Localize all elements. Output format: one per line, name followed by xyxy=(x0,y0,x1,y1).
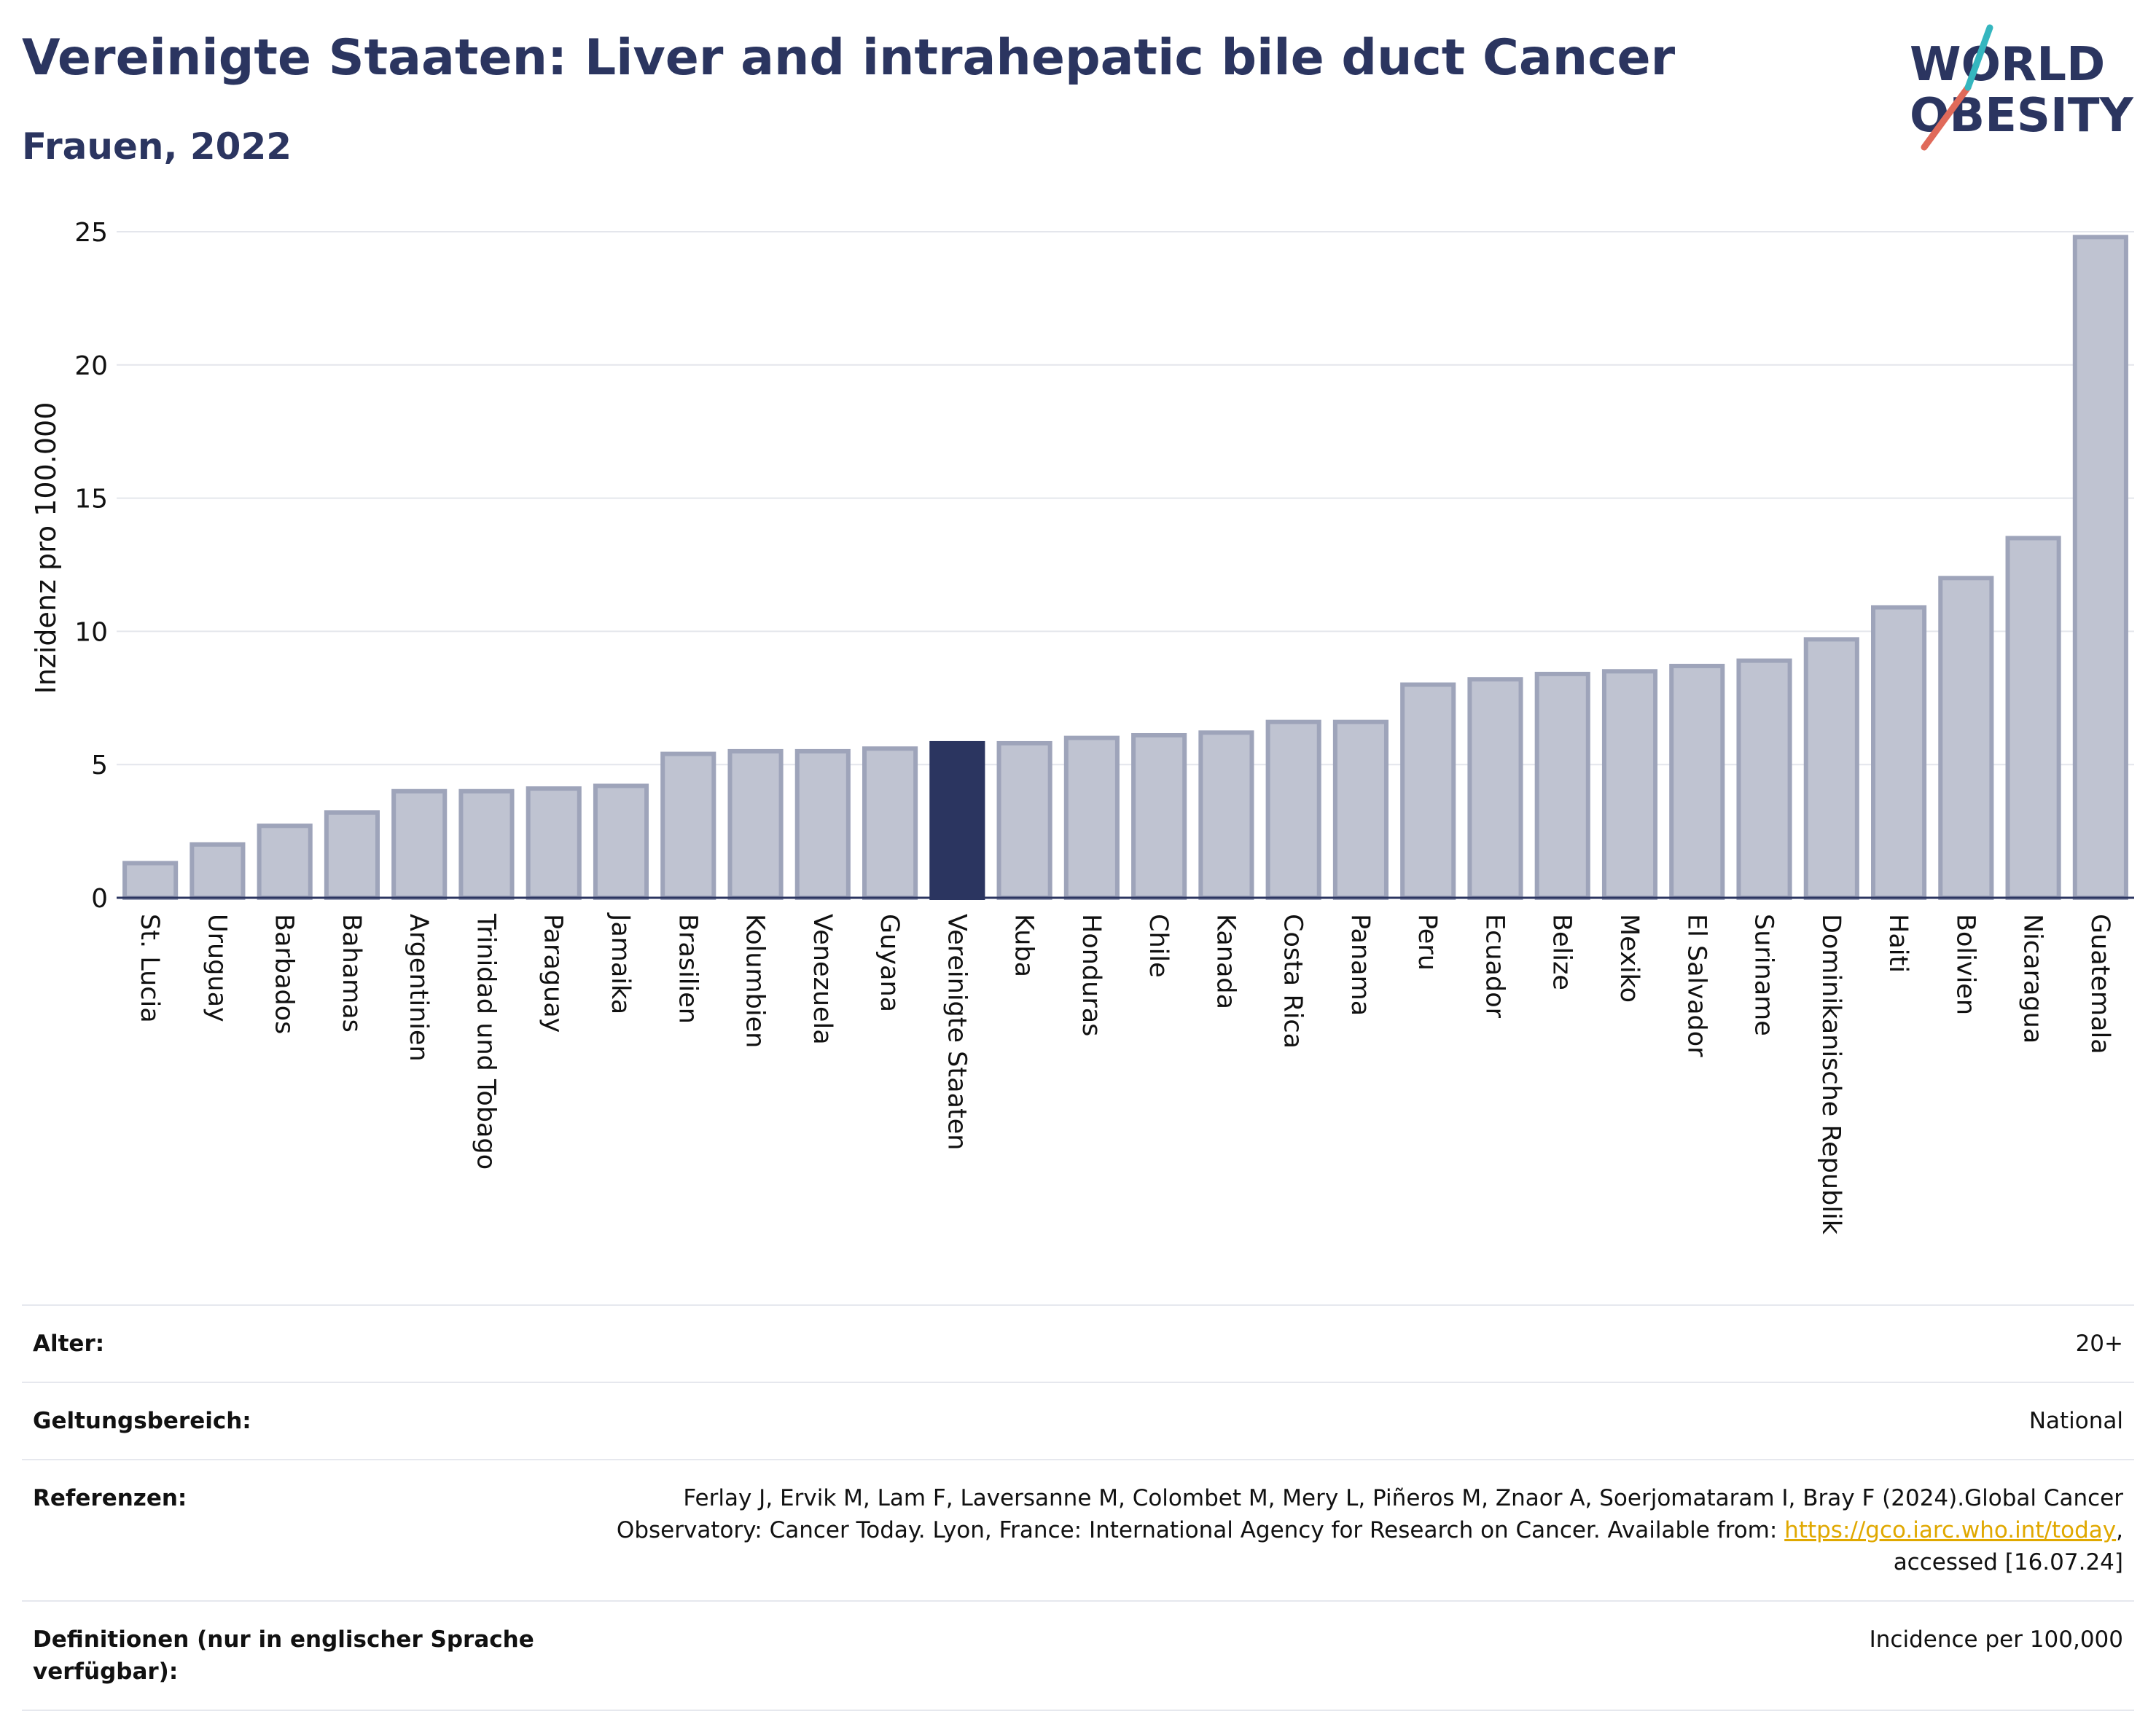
meta-row-definitions: Definitionen (nur in englischer Sprache … xyxy=(22,1600,2134,1711)
x-tick-label: Vereinigte Staaten xyxy=(942,914,971,1150)
x-tick-label: Peru xyxy=(1413,914,1442,971)
svg-text:WORLD: WORLD xyxy=(1910,38,2105,92)
metadata-table: Alter: 20+ Geltungsbereich: National Ref… xyxy=(22,1304,2134,1711)
bar xyxy=(1198,730,1254,900)
x-tick-label: El Salvador xyxy=(1682,914,1711,1057)
x-tick-label: Haiti xyxy=(1883,914,1913,973)
x-tick-label: Guyana xyxy=(875,914,904,1012)
references-label: Referenzen: xyxy=(33,1485,187,1511)
x-axis-labels: St. Lucia Uruguay Barbados Bahamas Argentini… xyxy=(135,912,2114,1235)
x-tick-label: Costa Rica xyxy=(1278,914,1308,1049)
chart-title: Vereinigte Staaten: Liver and intrahepat… xyxy=(22,29,1676,87)
y-tick-label: 15 xyxy=(74,485,108,514)
bar xyxy=(1265,719,1321,900)
bar xyxy=(593,783,649,900)
x-tick-label: Ecuador xyxy=(1480,914,1509,1019)
x-tick-label: Bolivien xyxy=(1950,914,1980,1015)
reference-link[interactable]: https://gco.iarc.who.int/today xyxy=(1784,1517,2117,1543)
x-tick-label: Belize xyxy=(1547,914,1577,990)
bar xyxy=(1669,663,1725,900)
age-label: Alter: xyxy=(33,1331,105,1357)
age-value: 20+ xyxy=(2075,1331,2123,1357)
meta-row-age: Alter: 20+ xyxy=(22,1304,2134,1382)
definitions-value: Incidence per 100,000 xyxy=(1869,1626,2123,1653)
bar xyxy=(1063,735,1120,901)
bar xyxy=(1601,669,1658,900)
chart-subtitle: Frauen, 2022 xyxy=(22,125,292,168)
bar xyxy=(1131,732,1187,901)
meta-row-scope: Geltungsbereich: National xyxy=(22,1382,2134,1459)
bar xyxy=(1803,637,1859,900)
bar xyxy=(391,788,448,901)
scope-value: National xyxy=(2028,1408,2123,1434)
x-tick-label: Venezuela xyxy=(808,914,837,1045)
x-tick-label: Barbados xyxy=(270,914,299,1034)
bar xyxy=(996,740,1052,901)
x-tick-label: Chile xyxy=(1144,914,1173,978)
bar xyxy=(1534,671,1590,900)
reference-text: Ferlay J, Ervik M, Lam F, Laversanne M, … xyxy=(616,1485,2123,1543)
x-tick-label: Nicaragua xyxy=(2018,914,2047,1044)
x-tick-label: Argentinien xyxy=(404,914,433,1062)
x-tick-label: Suriname xyxy=(1749,914,1778,1036)
x-tick-label: Kuba xyxy=(1009,914,1039,977)
y-tick-label: 25 xyxy=(74,218,108,248)
definitions-label: Definitionen (nur in englischer Sprache … xyxy=(33,1626,534,1685)
bar xyxy=(1871,605,1927,900)
bar xyxy=(660,751,716,901)
x-tick-label: Paraguay xyxy=(539,914,568,1033)
x-tick-label: St. Lucia xyxy=(135,914,164,1023)
bar xyxy=(257,823,313,900)
y-axis-label: Inzidenz pro 100.000 xyxy=(30,402,62,694)
x-tick-label: Jamaika xyxy=(606,912,635,1014)
y-tick-label: 0 xyxy=(91,884,108,914)
y-tick-label: 5 xyxy=(91,751,108,780)
bar-highlighted xyxy=(929,740,985,901)
bars xyxy=(122,235,2128,901)
bar xyxy=(727,748,784,901)
world-obesity-logo: WORLD OBESITY xyxy=(1910,24,2133,151)
bar xyxy=(122,861,179,901)
bar xyxy=(190,842,246,901)
bar xyxy=(526,786,582,900)
meta-row-references: Referenzen: Ferlay J, Ervik M, Lam F, La… xyxy=(22,1459,2134,1600)
bar xyxy=(1938,576,1994,901)
bar xyxy=(794,748,851,901)
bar xyxy=(1400,682,1456,901)
x-tick-label: Uruguay xyxy=(202,914,231,1022)
x-tick-label: Honduras xyxy=(1077,914,1106,1036)
x-tick-label: Trinidad und Tobago xyxy=(471,913,500,1170)
bar-chart: 0 5 10 15 20 25 St. Lucia Uruguay Barbados Baham… xyxy=(30,218,2134,1235)
references-value: Ferlay J, Ervik M, Lam F, Laversanne M, … xyxy=(556,1482,2123,1578)
scope-label: Geltungsbereich: xyxy=(33,1408,251,1434)
bar xyxy=(2005,536,2061,900)
x-tick-label: Bahamas xyxy=(337,914,366,1033)
y-tick-label: 20 xyxy=(74,351,108,381)
x-tick-label: Guatemala xyxy=(2085,914,2114,1054)
x-tick-label: Brasilien xyxy=(673,914,702,1024)
bar xyxy=(862,746,918,901)
y-axis-ticks: 0 5 10 15 20 25 xyxy=(74,218,108,914)
y-tick-label: 10 xyxy=(74,617,108,647)
x-tick-label: Dominikanische Republik xyxy=(1816,914,1846,1235)
bar xyxy=(1332,719,1388,900)
bar xyxy=(458,788,515,901)
bar xyxy=(2072,235,2128,900)
bar xyxy=(1736,658,1792,901)
bar xyxy=(1467,677,1523,900)
x-tick-label: Panama xyxy=(1345,914,1375,1016)
x-tick-label: Mexiko xyxy=(1614,914,1644,1003)
reference-accessed: , accessed [16.07.24] xyxy=(1893,1517,2123,1575)
bar xyxy=(324,810,380,901)
x-tick-label: Kanada xyxy=(1211,914,1240,1009)
x-tick-label: Kolumbien xyxy=(741,914,770,1048)
